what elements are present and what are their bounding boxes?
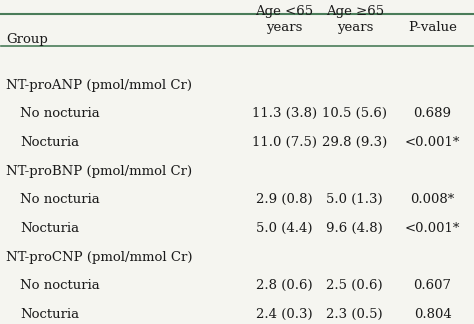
Text: 2.9 (0.8): 2.9 (0.8) — [256, 193, 312, 206]
Text: 0.607: 0.607 — [413, 279, 452, 292]
Text: Age <65
years: Age <65 years — [255, 5, 313, 33]
Text: Nocturia: Nocturia — [20, 308, 79, 321]
Text: 2.4 (0.3): 2.4 (0.3) — [256, 308, 312, 321]
Text: 2.3 (0.5): 2.3 (0.5) — [327, 308, 383, 321]
Text: Group: Group — [6, 33, 48, 46]
Text: <0.001*: <0.001* — [405, 222, 460, 235]
Text: 0.689: 0.689 — [413, 108, 452, 121]
Text: 2.8 (0.6): 2.8 (0.6) — [256, 279, 312, 292]
Text: Nocturia: Nocturia — [20, 222, 79, 235]
Text: Age ≥65
years: Age ≥65 years — [326, 5, 384, 33]
Text: P-value: P-value — [408, 20, 457, 33]
Text: 0.008*: 0.008* — [410, 193, 455, 206]
Text: 5.0 (4.4): 5.0 (4.4) — [256, 222, 312, 235]
Text: 11.3 (3.8): 11.3 (3.8) — [252, 108, 317, 121]
Text: NT-proCNP (pmol/mmol Cr): NT-proCNP (pmol/mmol Cr) — [6, 251, 192, 264]
Text: 2.5 (0.6): 2.5 (0.6) — [327, 279, 383, 292]
Text: Nocturia: Nocturia — [20, 136, 79, 149]
Text: 0.804: 0.804 — [414, 308, 451, 321]
Text: 10.5 (5.6): 10.5 (5.6) — [322, 108, 387, 121]
Text: NT-proANP (pmol/mmol Cr): NT-proANP (pmol/mmol Cr) — [6, 79, 192, 92]
Text: <0.001*: <0.001* — [405, 136, 460, 149]
Text: NT-proBNP (pmol/mmol Cr): NT-proBNP (pmol/mmol Cr) — [6, 165, 192, 178]
Text: 29.8 (9.3): 29.8 (9.3) — [322, 136, 387, 149]
Text: No nocturia: No nocturia — [20, 108, 100, 121]
Text: No nocturia: No nocturia — [20, 279, 100, 292]
Text: 11.0 (7.5): 11.0 (7.5) — [252, 136, 317, 149]
Text: No nocturia: No nocturia — [20, 193, 100, 206]
Text: 9.6 (4.8): 9.6 (4.8) — [327, 222, 383, 235]
Text: 5.0 (1.3): 5.0 (1.3) — [327, 193, 383, 206]
